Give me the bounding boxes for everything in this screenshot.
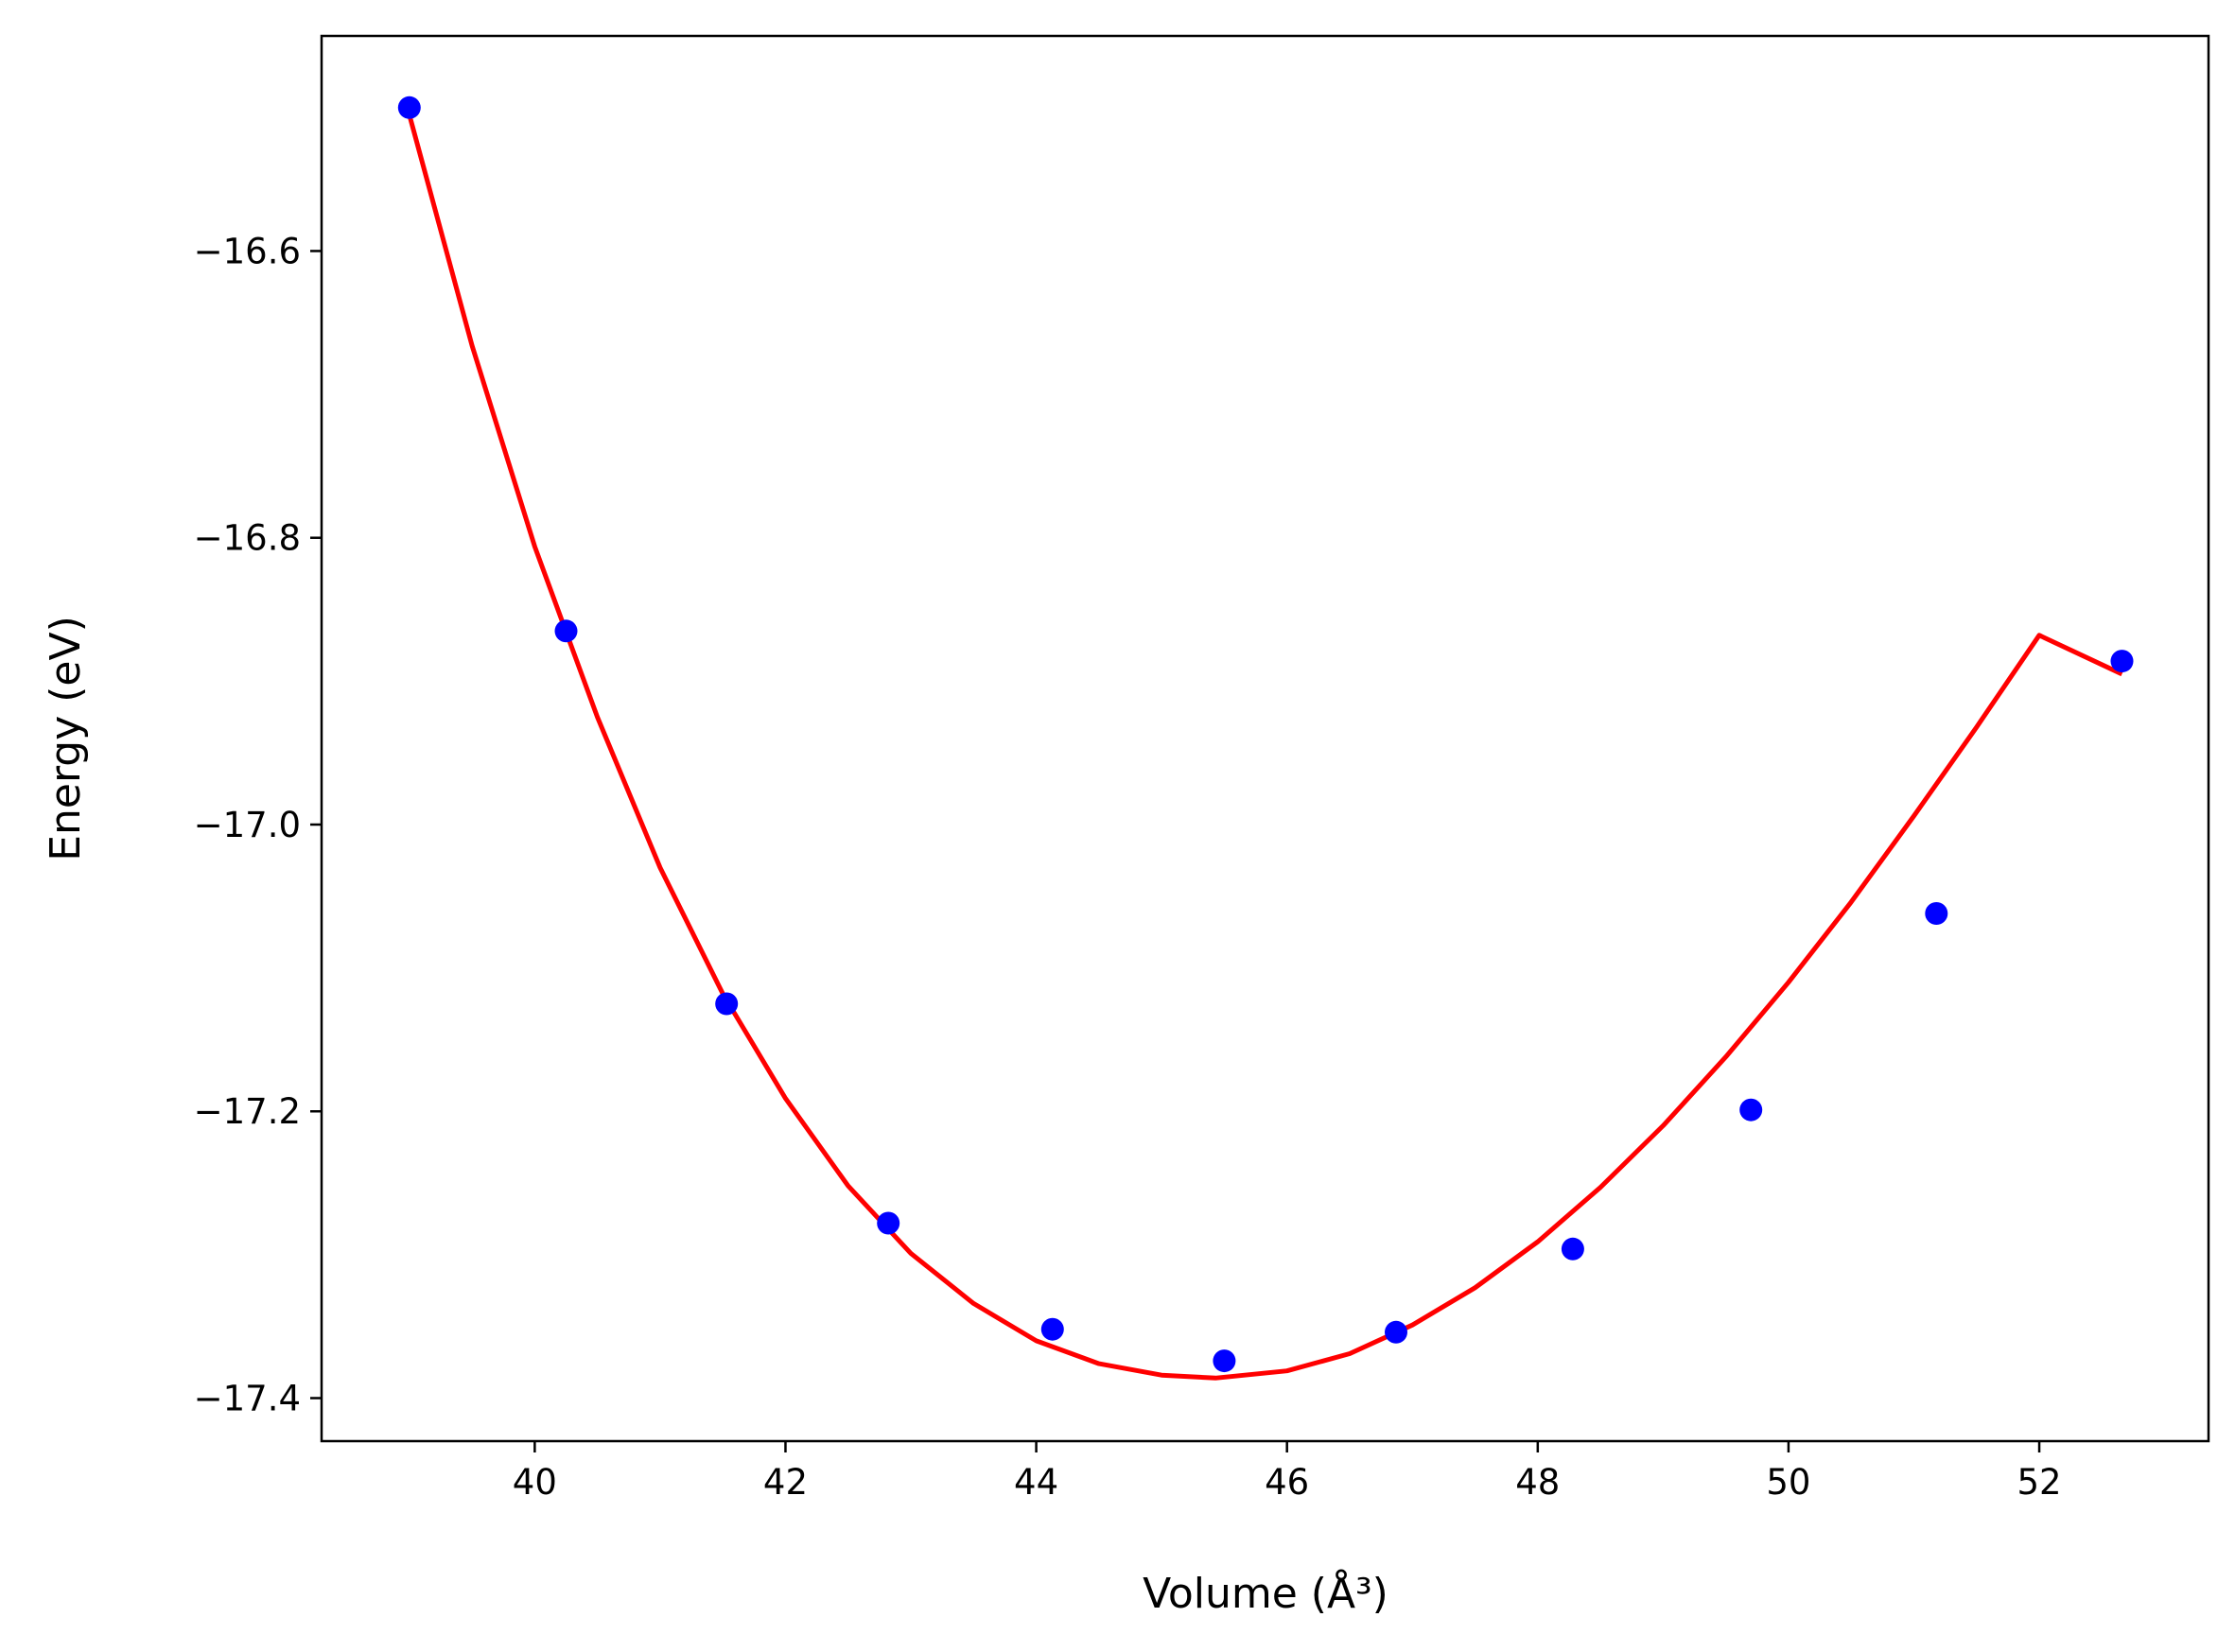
data-point xyxy=(1040,1317,1064,1341)
y-tick-label: −16.8 xyxy=(194,518,301,559)
data-point xyxy=(1561,1237,1584,1261)
x-tick-label: 48 xyxy=(1515,1462,1560,1503)
data-point xyxy=(715,992,739,1016)
data-point xyxy=(1213,1349,1236,1373)
y-axis-title: Energy (eV) xyxy=(42,616,90,861)
data-point xyxy=(1925,902,1948,925)
x-tick-label: 50 xyxy=(1766,1462,1810,1503)
data-point xyxy=(397,96,421,119)
y-tick-label: −17.0 xyxy=(194,805,301,845)
x-tick-label: 46 xyxy=(1265,1462,1309,1503)
plot-area xyxy=(320,34,2210,1443)
y-tick-label: −17.4 xyxy=(194,1379,301,1419)
data-point xyxy=(1385,1320,1407,1344)
fit-curve xyxy=(407,113,2123,1381)
x-tick-label: 44 xyxy=(1014,1462,1058,1503)
x-axis-title: Volume (Å³) xyxy=(1143,1568,1388,1618)
data-point xyxy=(1739,1098,1763,1122)
data-point xyxy=(877,1211,900,1235)
x-tick-label: 52 xyxy=(2017,1462,2061,1503)
x-tick-label: 42 xyxy=(763,1462,808,1503)
data-point xyxy=(554,619,578,643)
x-tick-label: 40 xyxy=(513,1462,557,1503)
data-point xyxy=(2110,650,2134,673)
y-tick-label: −16.6 xyxy=(194,231,301,271)
y-tick-label: −17.2 xyxy=(194,1091,301,1132)
